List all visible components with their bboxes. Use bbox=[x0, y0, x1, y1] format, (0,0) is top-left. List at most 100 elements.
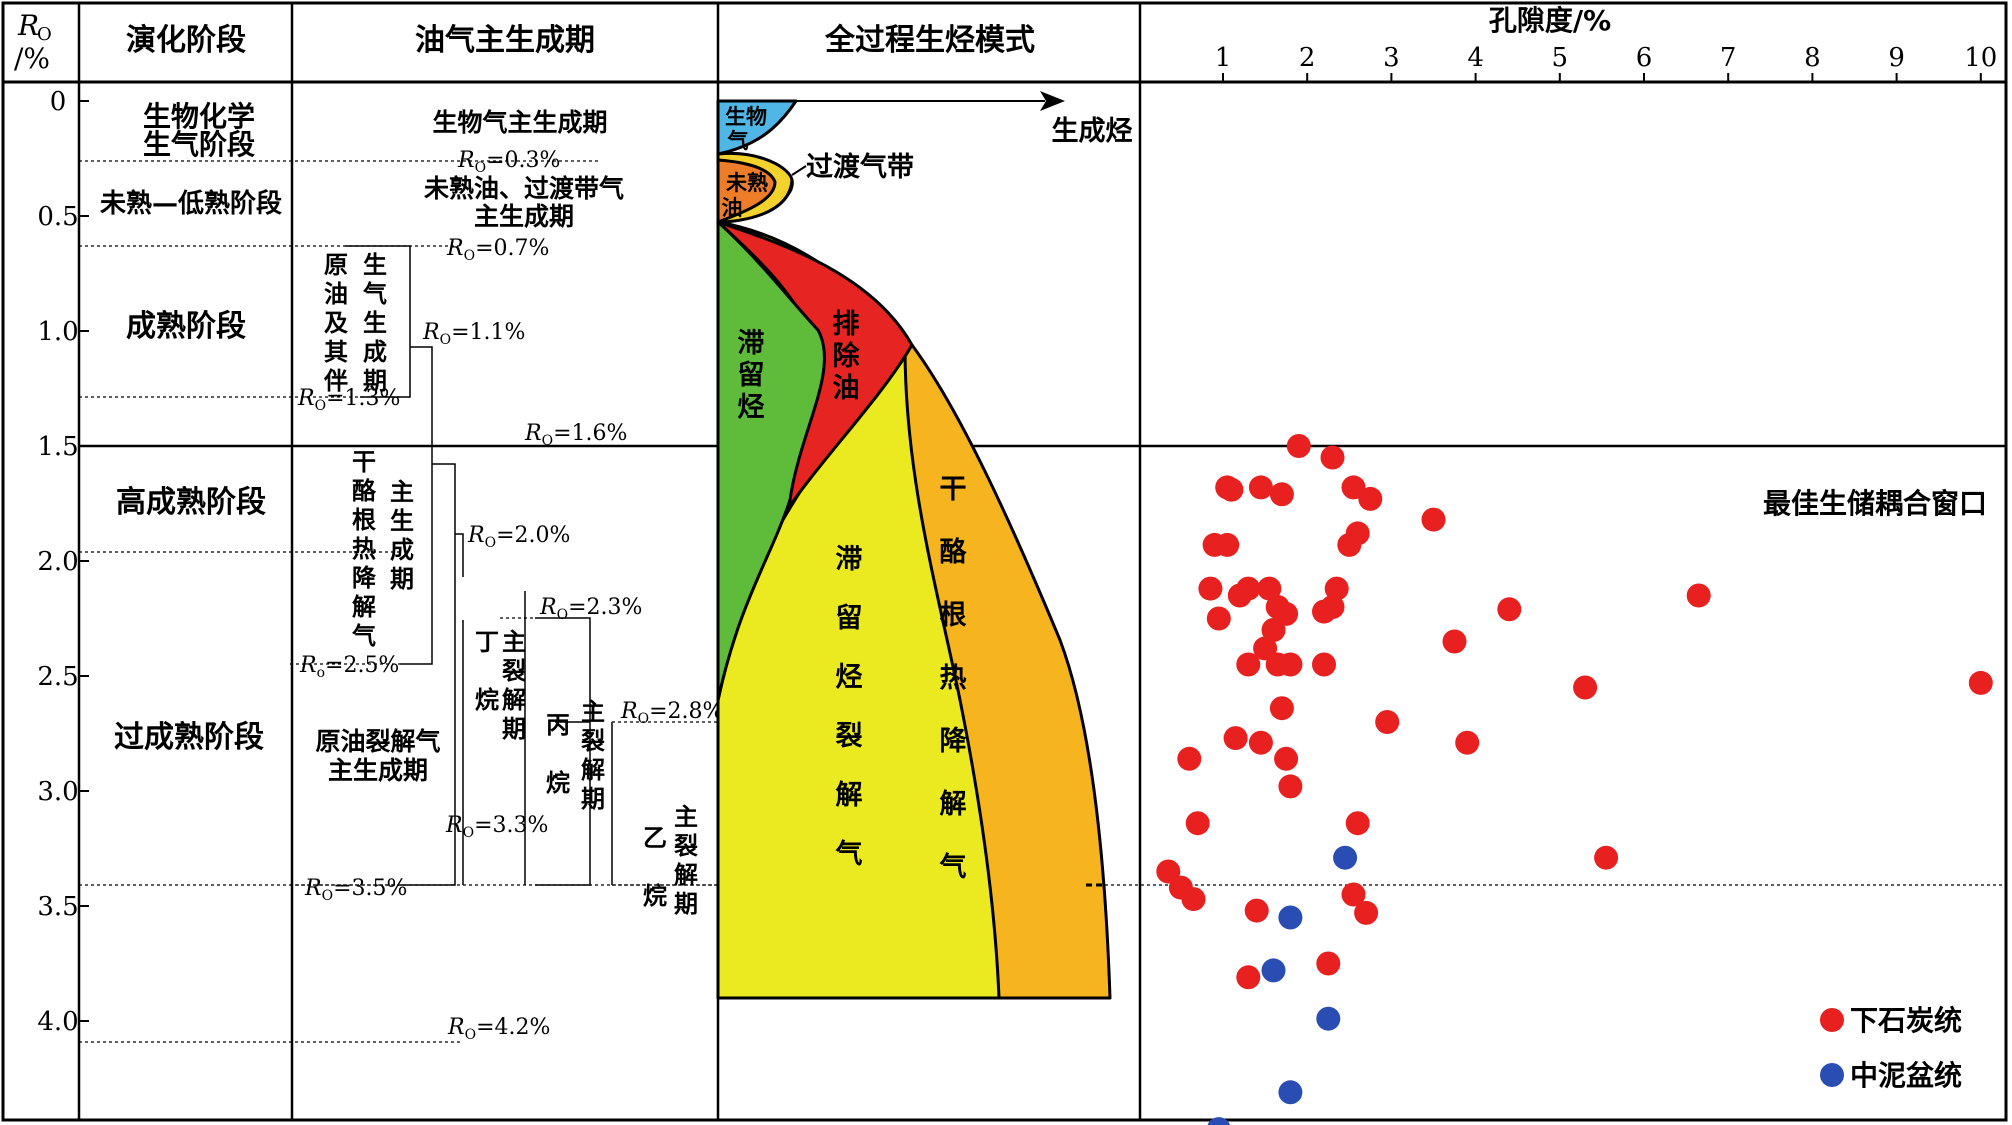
kerogen-char: 气 bbox=[351, 622, 376, 650]
point-lower-carboniferous bbox=[1274, 746, 1299, 771]
cracking-char: 气 bbox=[835, 839, 863, 870]
svg-text:RO=0.3%: RO=0.3% bbox=[457, 148, 560, 176]
oil-assoc-gen-char: 成 bbox=[363, 338, 387, 366]
point-lower-carboniferous bbox=[1455, 730, 1480, 755]
expelled-char: 除 bbox=[833, 340, 861, 372]
point-lower-carboniferous bbox=[1320, 445, 1345, 470]
cracking-char: 留 bbox=[836, 603, 863, 634]
point-lower-carboniferous bbox=[1223, 726, 1248, 751]
scatter-points bbox=[1156, 434, 1993, 1125]
point-lower-carboniferous bbox=[1244, 898, 1269, 923]
point-lower-carboniferous bbox=[1269, 482, 1294, 507]
point-lower-carboniferous bbox=[1215, 532, 1240, 557]
svg-text:RO=2.0%: RO=2.0% bbox=[467, 523, 570, 551]
svg-text:RO=0.7%: RO=0.7% bbox=[446, 236, 549, 264]
transition-leader bbox=[791, 165, 807, 176]
kerogen-gas-char: 根 bbox=[940, 600, 967, 631]
model-expelled-label: 排除油 bbox=[833, 309, 861, 404]
svg-text:RO=2.3%: RO=2.3% bbox=[539, 595, 642, 623]
point-lower-carboniferous bbox=[1594, 845, 1619, 870]
point-lower-carboniferous bbox=[1354, 900, 1379, 925]
ethane-period-char: 解 bbox=[674, 861, 698, 889]
kerogen-gas-char: 干 bbox=[940, 474, 967, 505]
ro-tick-label: 3.5 bbox=[37, 892, 78, 922]
kerogen-gen-char: 成 bbox=[390, 536, 414, 564]
ro-header-r: R bbox=[17, 9, 39, 42]
point-lower-carboniferous bbox=[1219, 477, 1244, 502]
point-middle-devonian bbox=[1207, 1117, 1231, 1125]
porosity-axis: 1 2 3 4 5 6 7 8 9 10 bbox=[1140, 43, 2006, 84]
model-header: 全过程生烃模式 bbox=[824, 23, 1035, 58]
svg-text:RO=1.1%: RO=1.1% bbox=[422, 320, 525, 348]
svg-text:RO=4.2%: RO=4.2% bbox=[447, 1015, 550, 1043]
ro-label-3.5: =3.5% bbox=[333, 876, 407, 901]
point-lower-carboniferous bbox=[1324, 576, 1349, 601]
oil-assoc-char: 原 bbox=[324, 251, 348, 279]
legend-middle-marker bbox=[1820, 1063, 1844, 1087]
ro-label-3.3: =3.3% bbox=[474, 813, 548, 838]
point-lower-carboniferous bbox=[1261, 618, 1286, 642]
ro-label-1.1: =1.1% bbox=[451, 320, 525, 345]
porosity-header: 孔隙度/% bbox=[1489, 4, 1611, 37]
period-crack-1: 原油裂解气 bbox=[315, 727, 440, 756]
generation-arrow-head bbox=[1040, 91, 1065, 111]
ro-tick-label: 4.0 bbox=[37, 1007, 78, 1037]
point-lower-carboniferous bbox=[1316, 951, 1341, 976]
ro-label-2.8: =2.8% bbox=[649, 699, 723, 724]
point-middle-devonian bbox=[1261, 958, 1286, 983]
cracking-char: 烃 bbox=[836, 662, 863, 693]
immature-oil-label-2: 油 bbox=[722, 196, 743, 220]
porosity-tick-label: 9 bbox=[1888, 43, 1905, 73]
cracking-char: 解 bbox=[836, 780, 863, 811]
bio-gas-label-1: 生物 bbox=[725, 105, 767, 129]
period-dashed-ticks bbox=[290, 617, 718, 886]
cracking-char: 裂 bbox=[836, 721, 863, 752]
point-lower-carboniferous bbox=[1236, 652, 1261, 677]
oil-assoc-gen-char: 期 bbox=[363, 367, 387, 395]
kerogen-char: 解 bbox=[352, 593, 376, 621]
porosity-tick-label: 8 bbox=[1804, 43, 1821, 73]
expelled-char: 排 bbox=[833, 309, 860, 340]
propane-char: 丙 bbox=[546, 711, 570, 739]
point-lower-carboniferous bbox=[1573, 675, 1598, 700]
kerogen-char: 根 bbox=[352, 506, 376, 534]
point-lower-carboniferous bbox=[1206, 606, 1231, 631]
ro-tick-label: 3.0 bbox=[37, 777, 78, 807]
ro-label-1.6: =1.6% bbox=[553, 421, 627, 446]
ethane-char: 乙 bbox=[643, 824, 667, 852]
porosity-tick-label: 1 bbox=[1215, 43, 1232, 73]
bio-gas-zone bbox=[716, 99, 798, 156]
point-middle-devonian bbox=[1278, 1080, 1303, 1105]
kerogen-char: 干 bbox=[352, 448, 376, 476]
stage-immature: 未熟—低熟阶段 bbox=[100, 188, 282, 219]
point-lower-carboniferous bbox=[1198, 576, 1223, 601]
point-lower-carboniferous bbox=[1337, 532, 1362, 557]
butane-period-char: 期 bbox=[502, 715, 526, 743]
propane-period-char: 主 bbox=[581, 698, 605, 726]
retained-hydrocarbon-zone bbox=[716, 220, 827, 702]
oil-assoc-char: 伴 bbox=[323, 367, 348, 395]
ethane-char: 烷 bbox=[643, 882, 667, 910]
point-lower-carboniferous bbox=[1236, 576, 1261, 601]
stage-header: 演化阶段 bbox=[126, 23, 246, 58]
ro-axis: 0 0.5 1.0 1.5 2.0 2.5 3.0 3.5 4.0 4.5 bbox=[37, 87, 89, 1125]
ro-tick-label: 0 bbox=[50, 87, 67, 117]
point-lower-carboniferous bbox=[1358, 486, 1383, 511]
ro-tick-label: 0.5 bbox=[37, 202, 78, 232]
ro-label-2.0: =2.0% bbox=[496, 523, 570, 548]
point-lower-carboniferous bbox=[1248, 475, 1273, 500]
point-lower-carboniferous bbox=[1686, 583, 1711, 608]
point-lower-carboniferous bbox=[1181, 887, 1206, 912]
generation-arrow-label: 生成烃 bbox=[1052, 116, 1133, 147]
propane-period-char: 解 bbox=[581, 756, 605, 784]
point-lower-carboniferous bbox=[1497, 597, 1522, 622]
bio-gas-label-2: 气 bbox=[727, 129, 749, 153]
